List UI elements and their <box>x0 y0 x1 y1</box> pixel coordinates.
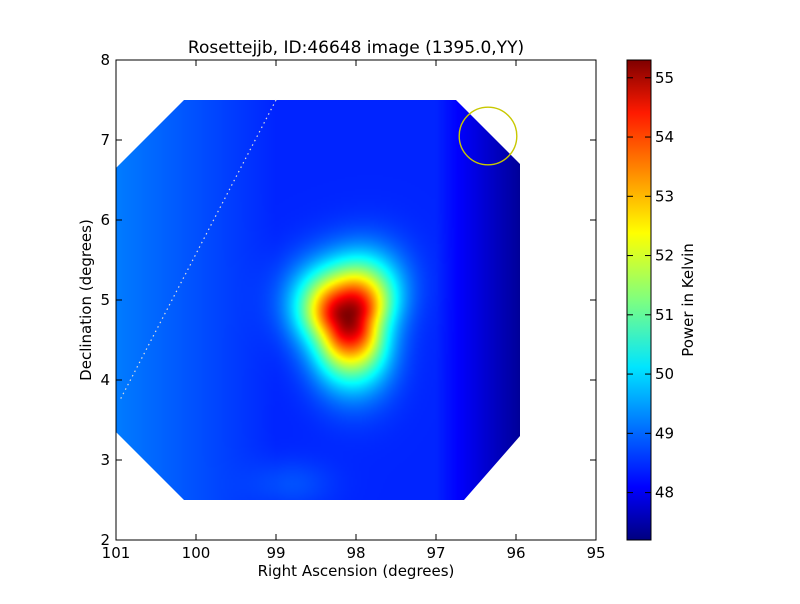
y-axis: 2 3 4 5 6 7 8 <box>100 51 596 549</box>
heatmap <box>116 100 520 500</box>
colorbar-label: Power in Kelvin <box>679 243 697 357</box>
colorbar-ticks: 48 49 50 51 52 53 54 55 <box>627 69 674 502</box>
x-tick-label: 100 <box>182 544 211 562</box>
colorbar-tick-label: 53 <box>655 187 674 205</box>
x-tick-label: 101 <box>102 544 131 562</box>
dotted-line <box>119 99 277 401</box>
x-axis: 101 100 99 98 97 96 95 <box>102 60 606 562</box>
colorbar-tick-label: 54 <box>655 128 674 146</box>
x-tick-label: 97 <box>426 544 445 562</box>
y-axis-label: Declination (degrees) <box>77 219 95 381</box>
x-tick-label: 99 <box>266 544 285 562</box>
beam-circle-marker <box>458 106 518 166</box>
x-tick-label: 96 <box>506 544 525 562</box>
y-tick-label: 3 <box>100 451 110 469</box>
y-tick-label: 8 <box>100 51 110 69</box>
y-tick-label: 6 <box>100 211 110 229</box>
colorbar-tick-label: 55 <box>655 69 674 87</box>
chart-title: Rosettejjb, ID:46648 image (1395.0,YY) <box>188 38 524 58</box>
colorbar-tick-label: 51 <box>655 306 674 324</box>
colorbar-gradient <box>626 59 652 541</box>
x-tick-label: 98 <box>346 544 365 562</box>
x-axis-label: Right Ascension (degrees) <box>258 562 455 580</box>
colorbar: 48 49 50 51 52 53 54 55 Power in Kelvin <box>626 59 697 541</box>
y-tick-label: 4 <box>100 371 110 389</box>
colorbar-tick-label: 49 <box>655 424 674 442</box>
colorbar-tick-label: 50 <box>655 365 674 383</box>
y-tick-label: 5 <box>100 291 110 309</box>
colorbar-tick-label: 48 <box>655 484 674 502</box>
x-tick-label: 95 <box>586 544 605 562</box>
y-tick-label: 2 <box>100 531 110 549</box>
y-tick-label: 7 <box>100 131 110 149</box>
colorbar-tick-label: 52 <box>655 247 674 265</box>
heatmap-image <box>116 100 520 500</box>
